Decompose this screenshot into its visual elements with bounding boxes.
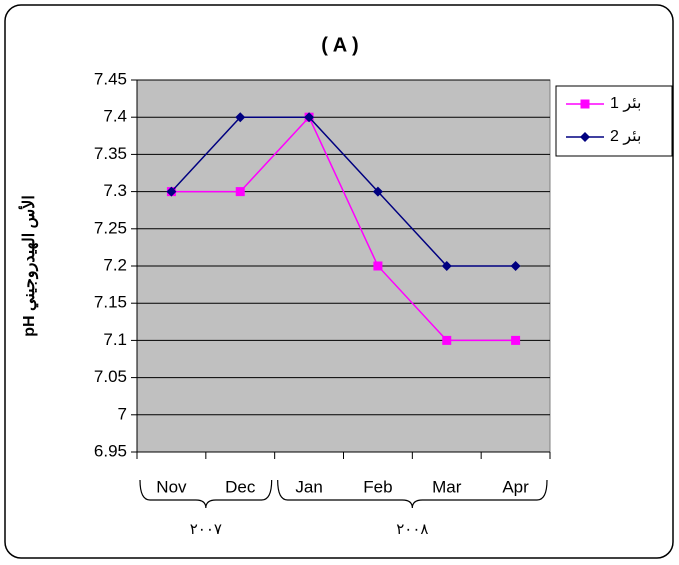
point-marker [166,186,177,197]
point-marker [442,335,452,345]
group-label: ٢٠٠٨ [396,521,428,538]
point-marker [373,261,383,271]
y-tick-label: 6.95 [94,441,127,460]
chart-title: ( A ) [321,34,358,56]
y-tick-label: 7.1 [103,330,127,349]
y-tick-label: 7.2 [103,255,127,274]
point-marker [304,112,315,123]
x-tick-label: Mar [432,477,462,496]
legend-label: بئر 1 [610,95,641,112]
y-tick-label: 7 [118,404,127,423]
x-tick-label: Jan [295,477,322,496]
y-tick-label: 7.45 [94,69,127,88]
series-line [171,115,516,342]
point-marker [580,132,590,142]
y-axis-label: pH الأس الهيدروجيني [18,195,39,337]
point-marker [372,186,383,197]
y-tick-label: 7.25 [94,218,127,237]
x-tick-label: Nov [156,477,187,496]
y-tick-label: 7.05 [94,367,127,386]
x-tick-label: Dec [225,477,256,496]
point-marker [580,99,590,109]
y-tick-label: 7.4 [103,107,127,126]
x-tick-label: Feb [363,477,392,496]
point-marker [235,112,246,123]
legend-label: بئر 2 [610,128,641,145]
series-line [170,116,516,267]
point-marker [510,261,521,271]
y-tick-label: 7.3 [103,181,127,200]
y-tick-label: 7.15 [94,293,127,312]
group-brace [139,479,273,509]
legend-box [555,85,673,157]
y-tick-label: 7.35 [94,144,127,163]
x-tick-label: Apr [502,477,529,496]
point-marker [235,187,245,197]
group-brace [277,479,548,509]
point-marker [441,261,452,271]
point-marker [511,335,521,345]
group-label: ٢٠٠٧ [190,521,222,538]
